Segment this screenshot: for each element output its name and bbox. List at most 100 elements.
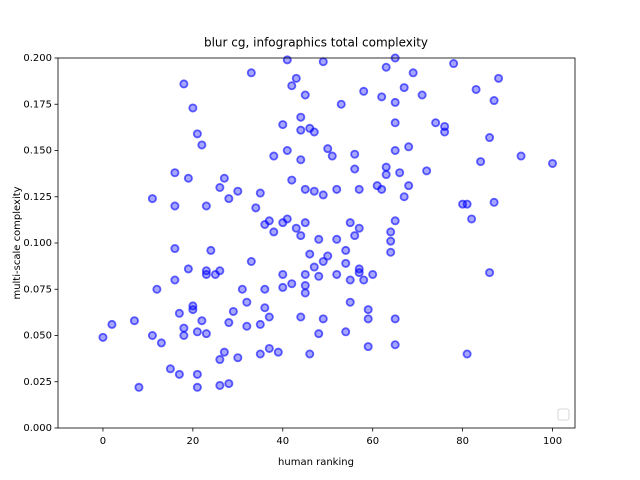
x-tick-label: 40 — [276, 436, 289, 447]
scatter-point — [485, 133, 495, 143]
scatter-point — [323, 144, 333, 154]
scatter-point — [188, 103, 198, 113]
scatter-point — [255, 349, 265, 359]
x-tick-label: 60 — [366, 436, 379, 447]
scatter-point — [471, 84, 481, 94]
scatter-point — [341, 327, 351, 337]
scatter-point — [224, 379, 234, 389]
scatter-point — [278, 282, 288, 292]
scatter-point — [381, 62, 391, 72]
scatter-point — [264, 312, 274, 322]
scatter-point — [107, 319, 117, 329]
scatter-point — [170, 275, 180, 285]
scatter-point — [485, 268, 495, 278]
scatter-point — [287, 175, 297, 185]
scatter-point — [215, 380, 225, 390]
scatter-point — [219, 347, 229, 357]
scatter-point — [278, 269, 288, 279]
scatter-point — [197, 316, 207, 326]
scatter-point — [179, 79, 189, 89]
scatter-point — [431, 118, 441, 128]
scatter-point — [300, 281, 310, 291]
scatter-point — [341, 245, 351, 255]
scatter-point — [300, 184, 310, 194]
scatter-point — [422, 166, 432, 176]
y-tick-label: 0.000 — [23, 423, 52, 434]
scatter-point — [192, 327, 202, 337]
scatter-point — [170, 244, 180, 254]
scatter-point — [354, 223, 364, 233]
scatter-point — [156, 338, 166, 348]
x-tick-label: 80 — [456, 436, 469, 447]
scatter-point — [395, 168, 405, 178]
scatter-point — [462, 349, 472, 359]
scatter-point — [201, 269, 211, 279]
scatter-point — [98, 332, 108, 342]
scatter-point — [363, 305, 373, 315]
scatter-point — [300, 288, 310, 298]
scatter-point — [305, 349, 315, 359]
scatter-point — [201, 201, 211, 211]
scatter-point — [489, 96, 499, 106]
scatter-point — [327, 151, 337, 161]
scatter-point — [282, 55, 292, 65]
scatter-point — [390, 118, 400, 128]
scatter-point — [206, 245, 216, 255]
plot-area — [98, 53, 558, 392]
scatter-point — [291, 223, 301, 233]
scatter-point — [183, 264, 193, 274]
scatter-point — [197, 140, 207, 150]
scatter-point — [363, 342, 373, 352]
scatter-point — [273, 347, 283, 357]
scatter-point — [350, 231, 360, 241]
scatter-point — [309, 127, 319, 137]
scatter-point — [300, 90, 310, 100]
y-tick-label: 0.025 — [23, 377, 52, 388]
scatter-point — [233, 186, 243, 196]
scatter-point — [318, 57, 328, 67]
legend-box — [557, 408, 570, 421]
scatter-point — [201, 329, 211, 339]
scatter-point — [332, 269, 342, 279]
scatter-point — [237, 284, 247, 294]
scatter-point — [381, 162, 391, 172]
scatter-point — [134, 382, 144, 392]
scatter-point — [233, 353, 243, 363]
scatter-point — [390, 340, 400, 350]
scatter-point — [386, 247, 396, 257]
scatter-point — [336, 99, 346, 109]
scatter-point — [170, 168, 180, 178]
scatter-point — [449, 59, 459, 69]
scatter-point — [264, 216, 274, 226]
scatter-point — [462, 199, 472, 209]
scatter-point — [516, 151, 526, 161]
scatter-point — [404, 181, 414, 191]
scatter-point — [246, 256, 256, 266]
x-tick-label: 0 — [100, 436, 106, 447]
scatter-point — [246, 68, 256, 78]
y-tick-label: 0.150 — [23, 146, 52, 157]
scatter-point — [467, 214, 477, 224]
scatter-point — [354, 184, 364, 194]
scatter-point — [359, 275, 369, 285]
scatter-point — [147, 330, 157, 340]
y-tick-label: 0.175 — [23, 99, 52, 110]
scatter-point — [224, 194, 234, 204]
scatter-point — [215, 182, 225, 192]
scatter-point — [318, 314, 328, 324]
scatter-point — [345, 297, 355, 307]
scatter-point — [296, 312, 306, 322]
scatter-point — [300, 269, 310, 279]
scatter-point — [260, 303, 270, 313]
x-tick-label: 100 — [543, 436, 562, 447]
scatter-point — [476, 157, 486, 167]
scatter-point — [165, 364, 175, 374]
x-tick-label: 20 — [187, 436, 200, 447]
scatter-point — [345, 275, 355, 285]
scatter-point — [377, 92, 387, 102]
scatter-point — [300, 218, 310, 228]
chart-title: blur cg, infographics total complexity — [204, 36, 428, 50]
scatter-point — [296, 155, 306, 165]
y-tick-label: 0.200 — [23, 53, 52, 64]
scatter-point — [386, 236, 396, 246]
